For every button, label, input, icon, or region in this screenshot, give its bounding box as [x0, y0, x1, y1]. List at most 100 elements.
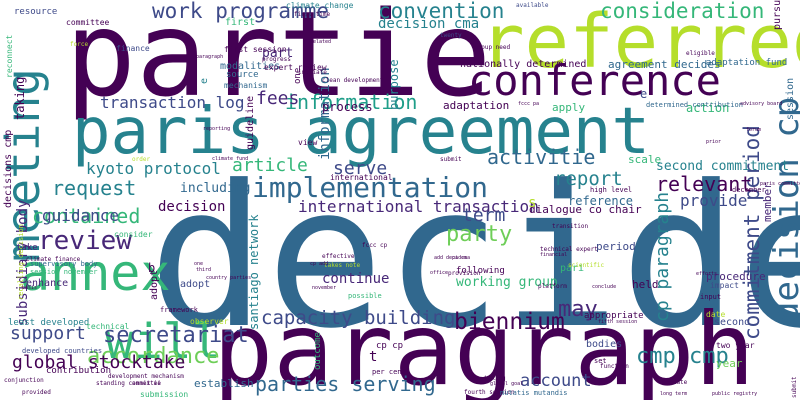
- word-initiate: clean development: [322, 77, 384, 84]
- word-conclude: office: [430, 270, 449, 276]
- word-two-year: two year: [716, 341, 755, 350]
- word-developed-countries: developed countries: [22, 347, 103, 355]
- word-provide: provide: [680, 191, 748, 210]
- word-guideline: guideline: [245, 95, 256, 150]
- word-information: information: [285, 90, 418, 114]
- word-fccc-cp: fccc pa: [518, 101, 540, 107]
- word-may: may: [558, 297, 598, 322]
- word-continue: continue: [322, 271, 390, 287]
- word-progress: expert review: [264, 63, 327, 72]
- word-cp-paragraph: cp paragraph: [652, 191, 673, 322]
- word-global-goal: prior: [706, 139, 722, 145]
- word-accordance: accordance: [87, 344, 220, 369]
- word-held: held: [632, 278, 659, 291]
- word-account: account: [520, 371, 592, 391]
- word-efforts: forum: [746, 127, 762, 133]
- word-note: annex ii: [132, 380, 161, 387]
- word-fourth-session: takes note: [324, 262, 361, 269]
- word-pa-cma: cp add: [310, 261, 329, 267]
- word-function: source: [226, 70, 259, 80]
- word-will: will: [105, 314, 221, 370]
- word-per-cent: e: [199, 77, 210, 84]
- word-provision: submit: [440, 156, 462, 163]
- word-apply: apply: [552, 101, 586, 114]
- word-session-november: supervisory body: [30, 260, 98, 268]
- word-paris-committee: advisory board: [740, 101, 783, 107]
- word-date: set: [594, 357, 607, 365]
- word-cp-cp: cp cp: [376, 341, 404, 351]
- word-long-term: fifth session: [598, 319, 638, 325]
- word-input: impact: [710, 281, 739, 290]
- word-enhance: enhance: [26, 278, 69, 289]
- word-implementation: implementation: [252, 171, 489, 204]
- word-scientific: platform: [538, 283, 567, 290]
- word-transaction-log: transaction log: [100, 93, 245, 112]
- word-first: first: [225, 17, 256, 28]
- word-finance: finance: [116, 44, 150, 53]
- word-decide: decide: [148, 144, 800, 372]
- word-reference: reference: [568, 194, 634, 208]
- word-observer: input: [700, 293, 722, 301]
- word-view: view: [298, 138, 318, 147]
- word-appropriate: appropriate: [584, 311, 644, 321]
- word-clean-development: basis: [22, 285, 38, 291]
- word-takes-note: climate finance: [26, 256, 81, 263]
- word-term: term: [462, 205, 506, 226]
- word-transition: technical expert: [540, 246, 598, 253]
- word-effective: third: [196, 267, 212, 273]
- word-fees: fees: [256, 88, 300, 109]
- word-standing-committee: related: [310, 39, 332, 45]
- word-eligible: group need: [474, 44, 511, 51]
- word-basis: effective: [322, 253, 355, 260]
- word-work-programme: work programme: [152, 0, 330, 23]
- word-second-commitment: second commitment: [656, 159, 790, 174]
- word-provided: possible: [348, 292, 382, 300]
- word-action: action: [686, 101, 730, 115]
- word-adopt: adopt: [180, 279, 211, 290]
- word-part: part: [262, 46, 294, 61]
- word-convention: convention: [378, 0, 505, 23]
- word-resource: resource: [14, 7, 58, 17]
- word-serve: serve: [333, 158, 388, 179]
- word-first-session: progress: [262, 56, 291, 63]
- word-decision-cma: decision cma: [378, 16, 480, 32]
- word-high-level: high level: [590, 186, 633, 194]
- word-session: session: [785, 77, 796, 120]
- word-santiago-network: santiago network: [247, 214, 261, 330]
- word-decisions-cmp: decisions cmp: [3, 129, 14, 208]
- word-annex-ii: paragraph: [196, 54, 224, 60]
- word-letter-t: t: [369, 349, 378, 365]
- word-mutatis-mutandis: fourth session: [464, 389, 515, 396]
- word-establish: establish: [194, 377, 254, 390]
- word-second: second: [714, 317, 751, 328]
- word-forum: eligible: [686, 50, 715, 57]
- word-november: order: [132, 156, 151, 163]
- word-letter-e: e: [640, 87, 648, 101]
- word-submission: submission: [140, 390, 189, 399]
- word-recalling-decision: global goal: [490, 381, 524, 387]
- word-platform: provision: [448, 270, 481, 277]
- word-annex: annex: [20, 244, 171, 302]
- word-letter-s: s: [528, 195, 537, 211]
- word-period: period: [596, 240, 636, 253]
- word-request: request: [52, 176, 137, 200]
- word-third: development mechanism: [108, 373, 184, 380]
- word-conjunction: efforts: [696, 271, 718, 277]
- word-cp-add: fccc cp: [362, 242, 388, 249]
- word-financial: scientific: [568, 262, 605, 269]
- word-reconnect: reconnect: [5, 34, 14, 78]
- word-contained: contained: [32, 204, 141, 228]
- word-nationally-determined: nationally determined: [460, 59, 587, 70]
- word-modalities: modalities: [220, 61, 281, 72]
- word-supervisory-body: framework: [160, 306, 198, 314]
- word-capacity-building: capacity building: [261, 307, 456, 329]
- word-contribution: contribution: [46, 366, 112, 376]
- word-least-developed: least developed: [8, 318, 90, 328]
- word-related: function: [600, 363, 629, 370]
- word-pari: pari: [560, 263, 585, 274]
- word-technical-expert: financial: [540, 252, 568, 258]
- word-process: process: [322, 100, 373, 114]
- word-adaptation-fund: adaptation fund: [706, 58, 788, 68]
- word-kyoto-protocol: kyoto protocol: [86, 159, 221, 178]
- word-twenty: twenty: [440, 32, 462, 39]
